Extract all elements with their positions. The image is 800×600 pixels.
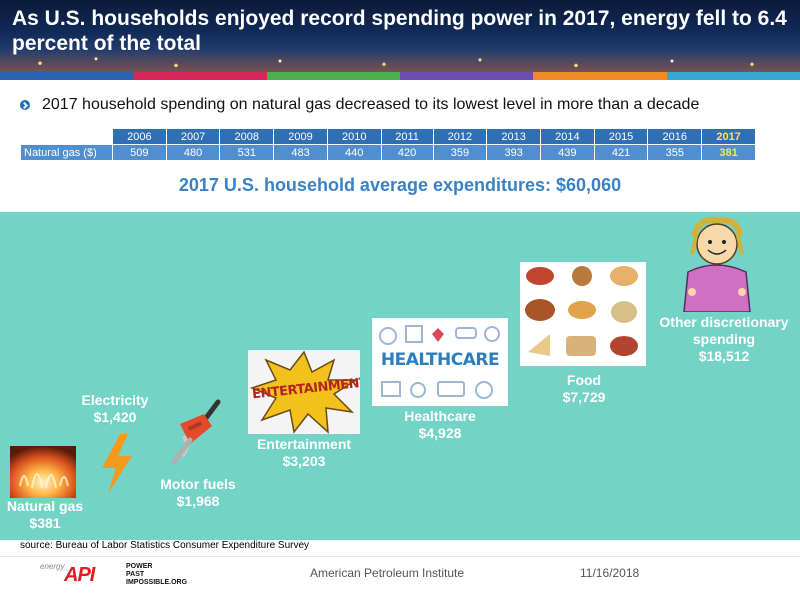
table-corner-cell (20, 128, 113, 145)
city-lights-image (0, 50, 800, 72)
page-title: As U.S. households enjoyed record spendi… (12, 7, 787, 55)
color-stripe (0, 72, 800, 80)
stripe-segment (0, 72, 134, 80)
logo-tagline-line: PAST (126, 571, 145, 578)
category-amount: $3,203 (282, 453, 326, 469)
table-row: Natural gas ($) 509 480 531 483 440 420 … (20, 144, 756, 161)
value-cell: 355 (647, 144, 703, 161)
value-cell: 440 (326, 144, 382, 161)
stripe-segment (533, 72, 667, 80)
year-cell-highlight: 2017 (701, 128, 756, 145)
healthcare-image-text: HEALTHCARE (380, 350, 500, 370)
table-header-row: 2006 2007 2008 2009 2010 2011 2012 2013 … (20, 128, 756, 145)
food-label: Food $7,729 (536, 372, 632, 406)
natural-gas-table: 2006 2007 2008 2009 2010 2011 2012 2013 … (20, 128, 756, 161)
value-cell: 531 (219, 144, 275, 161)
other-spending-label: Other discretionary spending $18,512 (650, 314, 798, 365)
year-cell: 2011 (380, 128, 434, 145)
expenditures-subtitle: 2017 U.S. household average expenditures… (178, 175, 622, 195)
logo-tagline-line: POWER (126, 563, 153, 570)
category-name: Electricity (81, 392, 149, 408)
category-name: Healthcare (404, 408, 476, 424)
category-amount: $1,968 (176, 493, 220, 509)
value-cell: 420 (380, 144, 434, 161)
entertainment-comic-icon: ENTERTAINMENT (248, 350, 360, 434)
category-name: Food (566, 372, 602, 388)
electricity-label: Electricity $1,420 (70, 392, 160, 426)
year-cell: 2009 (273, 128, 328, 145)
motor-fuels-label: Motor fuels $1,968 (150, 476, 246, 510)
value-cell: 439 (540, 144, 595, 161)
stripe-segment (133, 72, 267, 80)
category-name-line1: Other discretionary (659, 314, 789, 330)
healthcare-label: Healthcare $4,928 (384, 408, 496, 442)
logo-api-text: API (64, 564, 95, 586)
logo-tagline-line: IMPOSSIBLE.ORG (126, 579, 188, 586)
category-name: Entertainment (256, 436, 352, 452)
api-logo: energy API POWER PAST IMPOSSIBLE.ORG (40, 562, 220, 588)
year-cell: 2014 (540, 128, 595, 145)
year-cell: 2010 (326, 128, 382, 145)
value-cell: 421 (593, 144, 649, 161)
food-collage-icon (520, 262, 646, 366)
category-amount: $7,729 (562, 389, 606, 405)
footer-date: 11/16/2018 (580, 566, 640, 580)
value-cell: 480 (165, 144, 221, 161)
year-cell: 2012 (432, 128, 488, 145)
year-cell: 2013 (486, 128, 541, 145)
bullet-text: 2017 household spending on natural gas d… (42, 96, 700, 113)
year-cell: 2015 (593, 128, 649, 145)
value-cell: 483 (273, 144, 328, 161)
category-name: Motor fuels (160, 476, 236, 492)
year-cell: 2008 (219, 128, 275, 145)
category-name-line2: spending (692, 331, 756, 347)
natural-gas-label: Natural gas $381 (0, 498, 90, 532)
year-cell: 2016 (647, 128, 703, 145)
bullet-row: 2017 household spending on natural gas d… (20, 96, 699, 114)
value-cell: 393 (486, 144, 541, 161)
smiling-person-icon (680, 214, 754, 312)
year-cell: 2007 (165, 128, 221, 145)
header-banner: As U.S. households enjoyed record spendi… (0, 0, 800, 72)
row-label: Natural gas ($) (20, 144, 113, 161)
value-cell: 359 (432, 144, 488, 161)
stripe-segment (399, 72, 534, 80)
lightning-bolt-icon (98, 434, 136, 494)
category-amount: $381 (29, 515, 61, 531)
footer-organization: American Petroleum Institute (310, 566, 465, 580)
fuel-nozzle-icon (160, 396, 226, 468)
footer-divider (0, 556, 800, 557)
logo-tagline: POWER PAST IMPOSSIBLE.ORG (126, 563, 187, 587)
entertainment-label: Entertainment $3,203 (246, 436, 362, 470)
year-cell: 2006 (112, 128, 167, 145)
stripe-segment (666, 72, 800, 80)
category-amount: $4,928 (418, 425, 462, 441)
bullet-arrow-icon (20, 100, 30, 110)
value-cell: 509 (112, 144, 167, 161)
category-name: Natural gas (6, 498, 84, 514)
stripe-segment (266, 72, 400, 80)
source-note: source: Bureau of Labor Statistics Consu… (20, 540, 310, 551)
healthcare-icon: HEALTHCARE (372, 318, 508, 406)
logo-energy-text: energy (40, 562, 65, 571)
category-amount: $1,420 (93, 409, 137, 425)
value-cell-highlight: 381 (701, 144, 756, 161)
category-amount: $18,512 (698, 348, 750, 364)
flame-icon (10, 446, 76, 498)
expenditure-panel: Natural gas $381 Electricity $1,420 Moto… (0, 212, 800, 540)
